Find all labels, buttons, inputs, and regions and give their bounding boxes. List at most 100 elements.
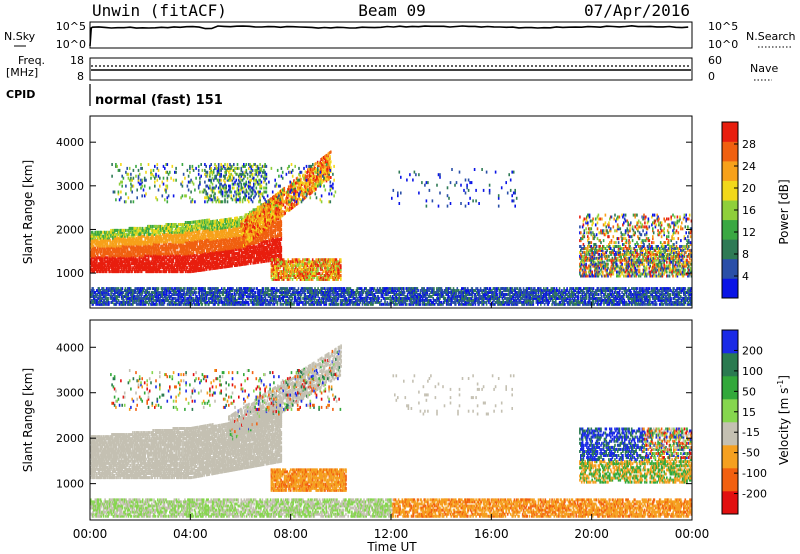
echo-cell (256, 220, 258, 223)
echo-cell (126, 270, 128, 274)
echo-cell (197, 239, 199, 243)
echo-cell (265, 207, 267, 211)
echo-cell (162, 258, 164, 262)
echo-cell (223, 228, 225, 232)
echo-cell (106, 244, 109, 248)
echo-cell (101, 238, 103, 242)
echo-cell (234, 234, 237, 238)
echo-cell (162, 256, 164, 260)
echo-cell (196, 257, 198, 261)
echo-cell (259, 221, 262, 225)
echo-cell (154, 176, 156, 180)
echo-cell (111, 270, 114, 274)
echo-cell (155, 256, 158, 260)
echo-cell (196, 243, 198, 247)
echo-cell (104, 232, 107, 236)
echo-cell (221, 255, 224, 259)
echo-cell (200, 247, 203, 251)
echo-cell (145, 268, 147, 272)
echo-cell (156, 256, 159, 260)
echo-cell (113, 230, 116, 234)
echo-cell (97, 256, 100, 260)
echo-cell (122, 254, 125, 258)
echo-cell (180, 244, 182, 248)
echo-cell (126, 250, 129, 254)
echo-cell (316, 175, 318, 179)
echo-cell (204, 234, 206, 238)
cpid-label: CPID (6, 88, 35, 101)
echo-cell (237, 238, 240, 241)
echo-cell (241, 253, 244, 257)
echo-cell (105, 246, 108, 250)
echo-cell (169, 223, 172, 226)
echo-cell (134, 254, 137, 258)
echo-cell (168, 250, 170, 254)
echo-cell (148, 252, 151, 256)
echo-cell (137, 234, 139, 238)
echo-cell (147, 242, 149, 246)
echo-cell (181, 230, 183, 234)
echo-cell (130, 254, 132, 258)
echo-cell (237, 243, 240, 247)
echo-cell (168, 226, 170, 230)
echo-cell (270, 243, 272, 247)
echo-cell (245, 256, 247, 260)
echo-cell (242, 237, 245, 241)
echo-cell (119, 252, 122, 256)
echo-cell (260, 258, 262, 262)
echo-cell (180, 268, 182, 272)
echo-cell (168, 260, 170, 264)
echo-cell (273, 229, 276, 233)
echo-cell (148, 224, 151, 228)
echo-cell (191, 260, 194, 264)
echo-cell (209, 263, 211, 267)
echo-cell (272, 197, 274, 201)
echo-cell (275, 240, 277, 244)
echo-cell (97, 270, 99, 274)
echo-cell (142, 242, 145, 246)
echo-cell (104, 238, 106, 242)
echo-cell (181, 236, 183, 240)
echo-cell (101, 234, 103, 238)
echo-cell (309, 168, 311, 172)
echo-cell (247, 242, 249, 246)
echo-cell (169, 226, 171, 230)
echo-cell (128, 232, 131, 236)
echo-cell (198, 259, 200, 263)
echo-cell (161, 228, 163, 232)
echo-cell (273, 254, 276, 258)
echo-cell (321, 178, 323, 182)
echo-cell (180, 246, 182, 250)
echo-cell (126, 266, 128, 270)
echo-cell (228, 241, 231, 245)
echo-cell (216, 254, 218, 258)
echo-cell (136, 250, 139, 254)
echo-cell (216, 250, 218, 254)
echo-cell (324, 178, 327, 182)
echo-cell (138, 252, 140, 256)
echo-cell (168, 262, 170, 266)
echo-cell (93, 264, 96, 268)
echo-cell (150, 248, 153, 252)
echo-cell (219, 236, 222, 240)
echo-cell (140, 264, 143, 268)
echo-cell (172, 238, 175, 242)
echo-cell (260, 246, 262, 250)
echo-cell (111, 262, 114, 266)
echo-cell (281, 213, 284, 217)
echo-cell (192, 244, 195, 248)
echo-cell (197, 233, 199, 237)
echo-cell (277, 203, 279, 207)
echo-cell (184, 258, 187, 262)
echo-cell (258, 248, 261, 252)
echo-cell (113, 262, 116, 266)
echo-cell (164, 238, 167, 242)
echo-cell (279, 230, 282, 234)
echo-cell (207, 259, 210, 263)
echo-cell (126, 232, 128, 236)
echo-cell (262, 220, 265, 224)
echo-cell (112, 244, 115, 248)
echo-cell (141, 254, 144, 258)
echo-cell (140, 228, 143, 232)
echo-cell (239, 247, 241, 251)
